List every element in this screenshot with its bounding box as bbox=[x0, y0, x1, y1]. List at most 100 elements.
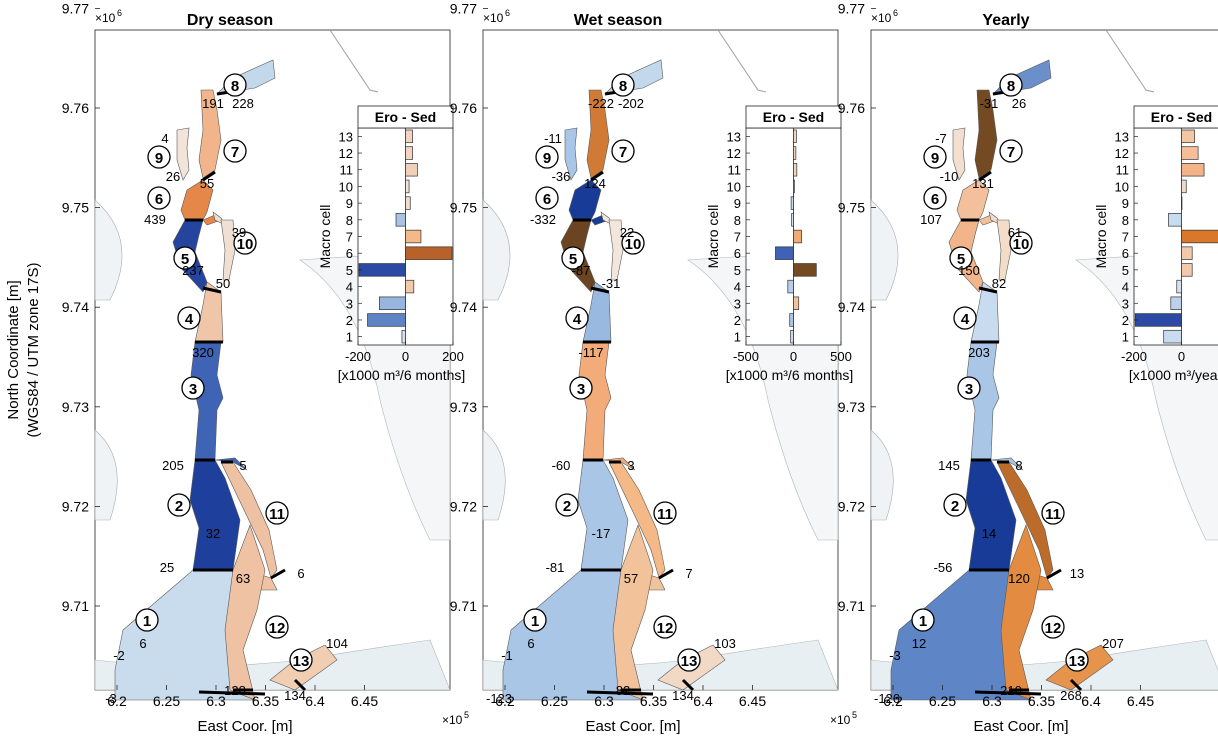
y-exponent-power: 6 bbox=[893, 8, 898, 18]
flux-label: 150 bbox=[958, 263, 980, 278]
flux-label: -222 bbox=[588, 96, 614, 111]
flux-label: 5 bbox=[239, 458, 246, 473]
cell-number-circle bbox=[621, 231, 645, 255]
cell-number-label: 3 bbox=[189, 381, 197, 398]
y-tick-label: 9.71 bbox=[838, 598, 865, 614]
x-tick-label: 6.4 bbox=[1081, 693, 1101, 709]
cell-number-circle bbox=[173, 246, 197, 270]
flux-label: -17 bbox=[592, 526, 611, 541]
macro-cell-11 bbox=[608, 461, 666, 579]
cell-number-circle bbox=[923, 145, 947, 169]
cell-number-circle bbox=[555, 493, 579, 517]
mangrove-shape bbox=[94, 199, 123, 301]
y-tick-label: 9.72 bbox=[62, 498, 89, 514]
flux-label: -2 bbox=[113, 648, 125, 663]
inset-bar-2 bbox=[1134, 313, 1182, 327]
macro-cell-12 bbox=[224, 524, 266, 701]
inset-y-tick-label: 4 bbox=[1122, 280, 1129, 295]
inset-bar-11 bbox=[405, 163, 418, 177]
flux-label: -3 bbox=[889, 648, 901, 663]
flux-label: 6 bbox=[297, 566, 304, 581]
inset-bar-5 bbox=[358, 263, 406, 277]
inset-y-axis-label: Macro cell bbox=[317, 205, 333, 269]
flux-label: -1 bbox=[501, 648, 513, 663]
macro-cell-6 bbox=[956, 179, 990, 221]
inset-y-tick-label: 7 bbox=[734, 230, 741, 245]
cell-number-label: 10 bbox=[1013, 236, 1030, 253]
cell-number-label: 5 bbox=[957, 251, 965, 268]
x-tick-label: 6.2 bbox=[495, 693, 515, 709]
y-tick-label: 9.76 bbox=[62, 100, 89, 116]
flux-label: 57 bbox=[624, 571, 638, 586]
flux-label: 103 bbox=[714, 636, 736, 651]
cell-number-circle bbox=[535, 145, 559, 169]
inset-bar-5 bbox=[1181, 263, 1193, 277]
macro-cell-6 bbox=[180, 179, 214, 221]
flux-label: 104 bbox=[326, 636, 348, 651]
section-line bbox=[586, 690, 654, 696]
cell-number-label: 12 bbox=[657, 620, 674, 637]
flux-label: -126 bbox=[874, 691, 900, 706]
inset-title: Ero - Sed bbox=[763, 109, 824, 125]
macro-cell-12 bbox=[612, 524, 654, 701]
cell-number-label: 7 bbox=[1007, 144, 1015, 161]
flux-label: -60 bbox=[552, 458, 571, 473]
flux-label: -7 bbox=[935, 131, 947, 146]
x-axis-label: East Coor. [m] bbox=[585, 718, 680, 735]
inset-bar-1 bbox=[401, 329, 406, 344]
inset-bar-6 bbox=[405, 246, 453, 260]
cell-number-circle bbox=[289, 648, 313, 672]
inset-bar-1 bbox=[790, 329, 794, 344]
inset-y-tick-label: 3 bbox=[734, 296, 741, 311]
flux-label: -81 bbox=[546, 560, 565, 575]
cell-number-circle bbox=[653, 615, 677, 639]
mangrove-shape bbox=[870, 199, 899, 301]
macro-cell-7 bbox=[974, 89, 998, 179]
flux-label: 82 bbox=[616, 683, 630, 698]
cell-number-circle bbox=[957, 376, 981, 400]
inset-y-tick-label: 4 bbox=[734, 280, 741, 295]
inset-y-tick-label: 8 bbox=[346, 213, 353, 228]
y-tick-label: 9.77 bbox=[62, 0, 89, 16]
section-line bbox=[198, 690, 266, 696]
cell-number-label: 10 bbox=[237, 236, 254, 253]
y-exponent: ×10 bbox=[871, 11, 892, 25]
flux-label: -31 bbox=[980, 96, 999, 111]
inset-bar-7 bbox=[793, 229, 802, 244]
inset-bar-12 bbox=[793, 146, 797, 160]
mangrove-shape bbox=[94, 429, 118, 521]
flux-label: 25 bbox=[160, 560, 174, 575]
inset-y-tick-label: 1 bbox=[346, 330, 353, 345]
cell-number-label: 3 bbox=[965, 381, 973, 398]
x-tick-label: 6.35 bbox=[640, 693, 667, 709]
cell-number-circle bbox=[1065, 648, 1089, 672]
panel-title: Dry season bbox=[187, 12, 273, 29]
y-tick-label: 9.75 bbox=[62, 200, 89, 216]
flux-label: 228 bbox=[232, 96, 254, 111]
inset-y-tick-label: 1 bbox=[734, 330, 741, 345]
cell-number-circle bbox=[911, 608, 935, 632]
cell-number-circle bbox=[677, 648, 701, 672]
inset-y-tick-label: 11 bbox=[1116, 163, 1130, 178]
section-line bbox=[974, 690, 1042, 696]
flux-label: 203 bbox=[968, 345, 990, 360]
x-tick-label: 6.3 bbox=[206, 693, 226, 709]
y-axis-label: North Coordinate [m] (WGS84 / UTM zone 1… bbox=[5, 262, 42, 437]
flux-label: -87 bbox=[572, 263, 591, 278]
inset-bar-4 bbox=[1176, 279, 1182, 294]
section-line bbox=[270, 568, 286, 580]
flux-label: 268 bbox=[1060, 688, 1082, 703]
mangrove-shape bbox=[482, 429, 506, 521]
flux-label: -332 bbox=[530, 212, 556, 227]
cell-number-label: 4 bbox=[573, 311, 582, 328]
flux-label: 205 bbox=[162, 458, 184, 473]
inset-y-tick-label: 8 bbox=[734, 213, 741, 228]
inset-bar-8 bbox=[791, 213, 794, 227]
cell-number-label: 5 bbox=[569, 251, 577, 268]
flux-label: -10 bbox=[940, 169, 959, 184]
inset-bar-12 bbox=[405, 146, 413, 160]
cell-number-circle bbox=[923, 186, 947, 210]
